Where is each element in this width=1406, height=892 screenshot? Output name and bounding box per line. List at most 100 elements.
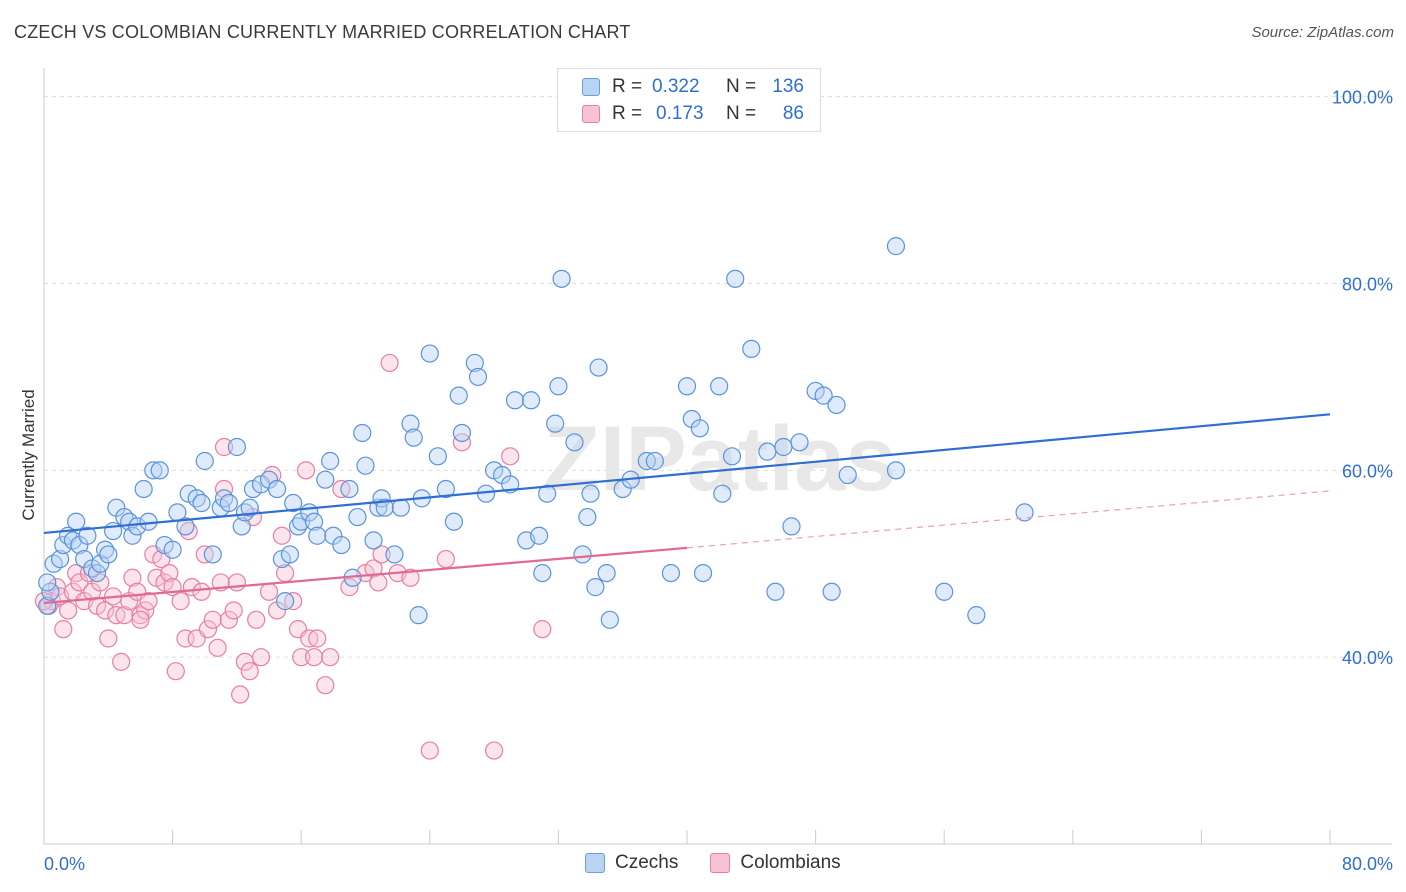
czechs-point <box>340 479 359 499</box>
czechs-point <box>332 535 351 555</box>
czechs-point <box>38 573 57 592</box>
czechs-point <box>316 470 335 489</box>
colombians-point <box>380 353 399 373</box>
colombians-point <box>308 629 327 648</box>
czechs-point <box>391 498 410 517</box>
colombians-point <box>369 573 388 592</box>
colombians-point <box>203 610 222 629</box>
y-axis-label: Currently Married <box>19 389 38 520</box>
czechs-points <box>38 237 1034 629</box>
czechs-point <box>886 461 906 480</box>
czechs-point <box>742 339 761 359</box>
n-value: 86 <box>782 103 804 124</box>
colombians-point <box>452 433 472 452</box>
czechs-point <box>284 493 303 513</box>
colombians-point <box>240 662 259 681</box>
tick-labels: 40.0% 60.0% 80.0% 100.0% 0.0% 80.0% <box>44 88 1393 874</box>
czechs-point <box>304 512 324 531</box>
colombians-point <box>251 648 271 667</box>
czechs-swatch <box>582 78 600 96</box>
colombians-point <box>227 573 246 592</box>
czechs-point <box>280 545 300 564</box>
colombians-point <box>112 652 131 671</box>
colombians-point <box>501 447 520 466</box>
czechs-point <box>690 419 709 438</box>
colombians-point <box>316 676 335 695</box>
czechs-point <box>827 395 846 415</box>
czechs-point <box>375 498 394 517</box>
czechs-point <box>597 563 616 583</box>
colombians-swatch <box>582 105 600 123</box>
colombians-points <box>34 353 552 760</box>
czechs-point <box>267 479 287 499</box>
colombians-point <box>171 592 190 611</box>
czechs-point <box>573 545 592 564</box>
legend-item-czechs[interactable]: Czechs <box>585 852 678 874</box>
trend-lines <box>43 413 1331 605</box>
czechs-point <box>67 512 86 531</box>
czechs-point <box>967 606 986 625</box>
czechs-point <box>600 610 619 629</box>
colombians-point <box>224 601 243 620</box>
n-value: 136 <box>772 76 804 97</box>
czechs-point <box>505 391 525 410</box>
czechs-point <box>436 479 455 499</box>
czechs-point <box>822 582 841 601</box>
czechs-point <box>468 367 488 387</box>
colombians-point <box>247 610 266 629</box>
czechs-point <box>364 531 383 550</box>
czechs-point <box>308 526 327 545</box>
czechs-point <box>935 582 954 601</box>
czechs-point <box>578 507 597 527</box>
y-tick-label: 40.0% <box>1342 648 1393 668</box>
x-tick-label: 80.0% <box>1342 854 1393 874</box>
czechs-point <box>134 479 153 499</box>
czechs-point <box>710 377 729 396</box>
colombians-swatch <box>710 853 731 873</box>
czechs-point <box>452 423 472 443</box>
colombians-point <box>208 638 227 657</box>
czechs-point <box>886 237 906 256</box>
czechs-point <box>404 428 423 447</box>
czechs-point <box>530 526 549 545</box>
colombians-point <box>485 741 504 760</box>
colombians-point <box>139 592 158 611</box>
czechs-point <box>240 498 259 517</box>
czechs-point <box>409 606 428 625</box>
x-tick-label: 0.0% <box>44 854 85 874</box>
r-label: R = <box>612 76 643 97</box>
r-value: 0.173 <box>656 103 704 124</box>
stats-legend: R = 0.322 N = 136 R = 0.173 N = 86 <box>557 68 821 132</box>
czechs-point <box>144 461 163 480</box>
czechs-point <box>232 517 251 536</box>
czechs-point <box>203 545 222 564</box>
colombians-point <box>54 620 73 639</box>
czechs-point <box>538 484 557 503</box>
czechs-point <box>465 353 484 373</box>
czechs-point <box>150 461 169 480</box>
czechs-point <box>838 465 857 485</box>
czechs-point <box>645 451 664 471</box>
czechs-point <box>758 442 777 461</box>
czechs-point <box>814 386 833 405</box>
czechs-point <box>693 563 713 583</box>
czechs-point <box>677 377 697 396</box>
czechs-point <box>586 578 605 597</box>
czechs-point <box>356 456 375 475</box>
czechs-point <box>1015 503 1034 522</box>
legend-label: Czechs <box>615 852 679 873</box>
colombians-point <box>231 685 250 704</box>
axes <box>43 68 1392 845</box>
czechs-point <box>726 269 745 288</box>
colombians-point <box>214 437 234 457</box>
czechs-point <box>348 507 367 527</box>
czechs-point <box>192 493 211 513</box>
czechs-point <box>713 484 732 503</box>
colombians-point <box>214 479 234 499</box>
czechs-point <box>549 377 568 396</box>
czechs-point <box>385 545 404 564</box>
colombians-point <box>401 568 420 587</box>
colombians-point <box>123 568 142 587</box>
legend-item-colombians[interactable]: Colombians <box>710 852 841 874</box>
